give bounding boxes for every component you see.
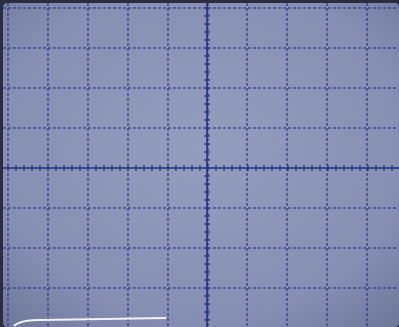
oscilloscope-screen [0, 0, 399, 327]
screen [3, 3, 399, 327]
page: {} (() => { const ns = 'http://www.w3.or… [0, 0, 399, 327]
